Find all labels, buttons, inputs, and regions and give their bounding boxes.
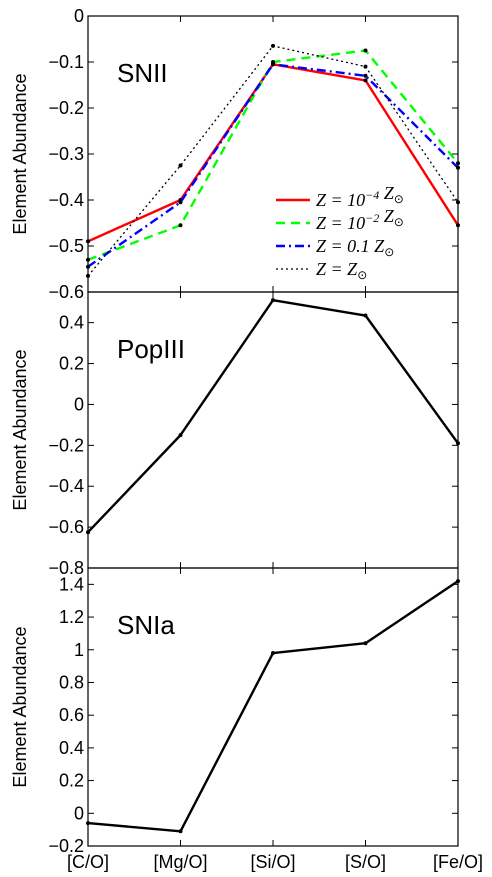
- legend-text-part: Z: [347, 259, 358, 279]
- panel-snia: 1.4 1.2 1 0.8 0.6 0.4 0.2 0 −0.2[C/O] [Mg/O] [Si/O…: [10, 567, 483, 872]
- data-point: [456, 579, 460, 584]
- data-point: [86, 257, 90, 262]
- legend-text-part: ⊙: [384, 245, 394, 259]
- x-tick-label: [C/O]: [67, 852, 109, 872]
- panel-snii: 0 −0.1 −0.2 −0.3 −0.4 −0.5 −0.6 Element Abundan…: [10, 6, 460, 302]
- y-tick-label: 1.2: [59, 607, 84, 627]
- y-tick-label: 0: [74, 6, 84, 26]
- legend-text-part: Z = 10: [316, 190, 365, 210]
- legend-text-part: −2: [365, 211, 379, 225]
- legend-entry: Z = Z⊙: [316, 259, 367, 282]
- y-tick-label: 0.8: [59, 672, 84, 692]
- y-tick-label: −0.4: [48, 476, 84, 496]
- data-point: [456, 165, 460, 170]
- y-tick-label: −0.3: [48, 144, 84, 164]
- y-tick-label: −0.4: [48, 190, 84, 210]
- y-tick-label: 0.4: [59, 738, 84, 758]
- y-tick-label: −0.6: [48, 517, 84, 537]
- y-tick-label: −0.6: [48, 282, 84, 302]
- panel-label: SNIa: [117, 610, 175, 640]
- data-point: [363, 73, 368, 78]
- data-point: [456, 200, 460, 205]
- data-point: [363, 641, 368, 646]
- legend-text-part: Z = 10: [316, 213, 365, 233]
- data-point: [86, 264, 90, 269]
- y-tick-label: 0.6: [59, 705, 84, 725]
- x-tick-label: [Mg/O]: [153, 852, 207, 872]
- data-point: [178, 163, 183, 168]
- data-point: [86, 273, 90, 278]
- y-tick-label: 0.2: [59, 354, 84, 374]
- data-point: [178, 223, 183, 228]
- y-axis-label: Element Abundance: [10, 73, 30, 234]
- legend-text-part: Z: [370, 236, 386, 256]
- legend-entry: Z = 10−2 Z⊙: [316, 206, 404, 233]
- data-point: [86, 821, 90, 826]
- x-tick-label: [Fe/O]: [433, 852, 483, 872]
- data-point: [456, 223, 460, 228]
- y-tick-label: −0.2: [48, 836, 84, 856]
- legend-text-part: Z: [379, 183, 395, 203]
- y-tick-label: 0.4: [59, 313, 84, 333]
- panel-label: PopIII: [117, 334, 185, 364]
- y-tick-label: 0: [74, 803, 84, 823]
- data-point: [86, 239, 90, 244]
- data-point: [271, 651, 275, 656]
- data-point: [363, 78, 368, 83]
- legend-text-part: ⊙: [394, 215, 404, 229]
- data-point: [456, 441, 460, 446]
- y-axis-label: Element Abundance: [10, 349, 30, 510]
- legend-text-part: Z: [379, 206, 395, 226]
- data-point: [178, 433, 183, 438]
- legend-entry: Z = 0.1 Z⊙: [316, 236, 394, 259]
- y-tick-label: −0.1: [48, 52, 84, 72]
- data-point: [178, 829, 183, 834]
- y-tick-label: 0.2: [59, 771, 84, 791]
- y-tick-label: −0.2: [48, 435, 84, 455]
- data-point: [271, 62, 275, 67]
- y-tick-label: −0.8: [48, 558, 84, 578]
- y-tick-label: −0.2: [48, 98, 84, 118]
- legend-text-part: ⊙: [357, 268, 367, 282]
- legend-text-part: Z =: [316, 259, 347, 279]
- panel-label: SNII: [117, 58, 168, 88]
- data-point: [363, 313, 368, 318]
- y-axis-label: Element Abundance: [10, 626, 30, 787]
- data-point: [271, 43, 275, 48]
- x-tick-label: [S/O]: [345, 852, 386, 872]
- data-point: [363, 48, 368, 53]
- y-tick-label: −0.5: [48, 236, 84, 256]
- legend-text-part: Z = 0.1: [316, 236, 370, 256]
- y-tick-label: 0: [74, 394, 84, 414]
- data-point: [363, 64, 368, 69]
- data-point: [271, 298, 275, 303]
- legend-text-part: −4: [365, 188, 379, 202]
- panel-popiii: 0.4 0.2 0 −0.2 −0.4 −0.6 −0.8 Element Abundance…: [10, 291, 460, 578]
- legend-entry: Z = 10−4 Z⊙: [316, 183, 404, 210]
- y-tick-label: 1: [74, 640, 84, 660]
- data-point: [456, 161, 460, 166]
- legend: Z = 10−4 Z⊙Z = 10−2 Z⊙Z = 0.1 Z⊙Z = Z⊙: [276, 183, 404, 282]
- data-point: [86, 530, 90, 535]
- x-tick-label: [Si/O]: [250, 852, 295, 872]
- y-tick-label: 1.4: [59, 574, 84, 594]
- legend-text-part: ⊙: [394, 192, 404, 206]
- data-point: [178, 200, 183, 205]
